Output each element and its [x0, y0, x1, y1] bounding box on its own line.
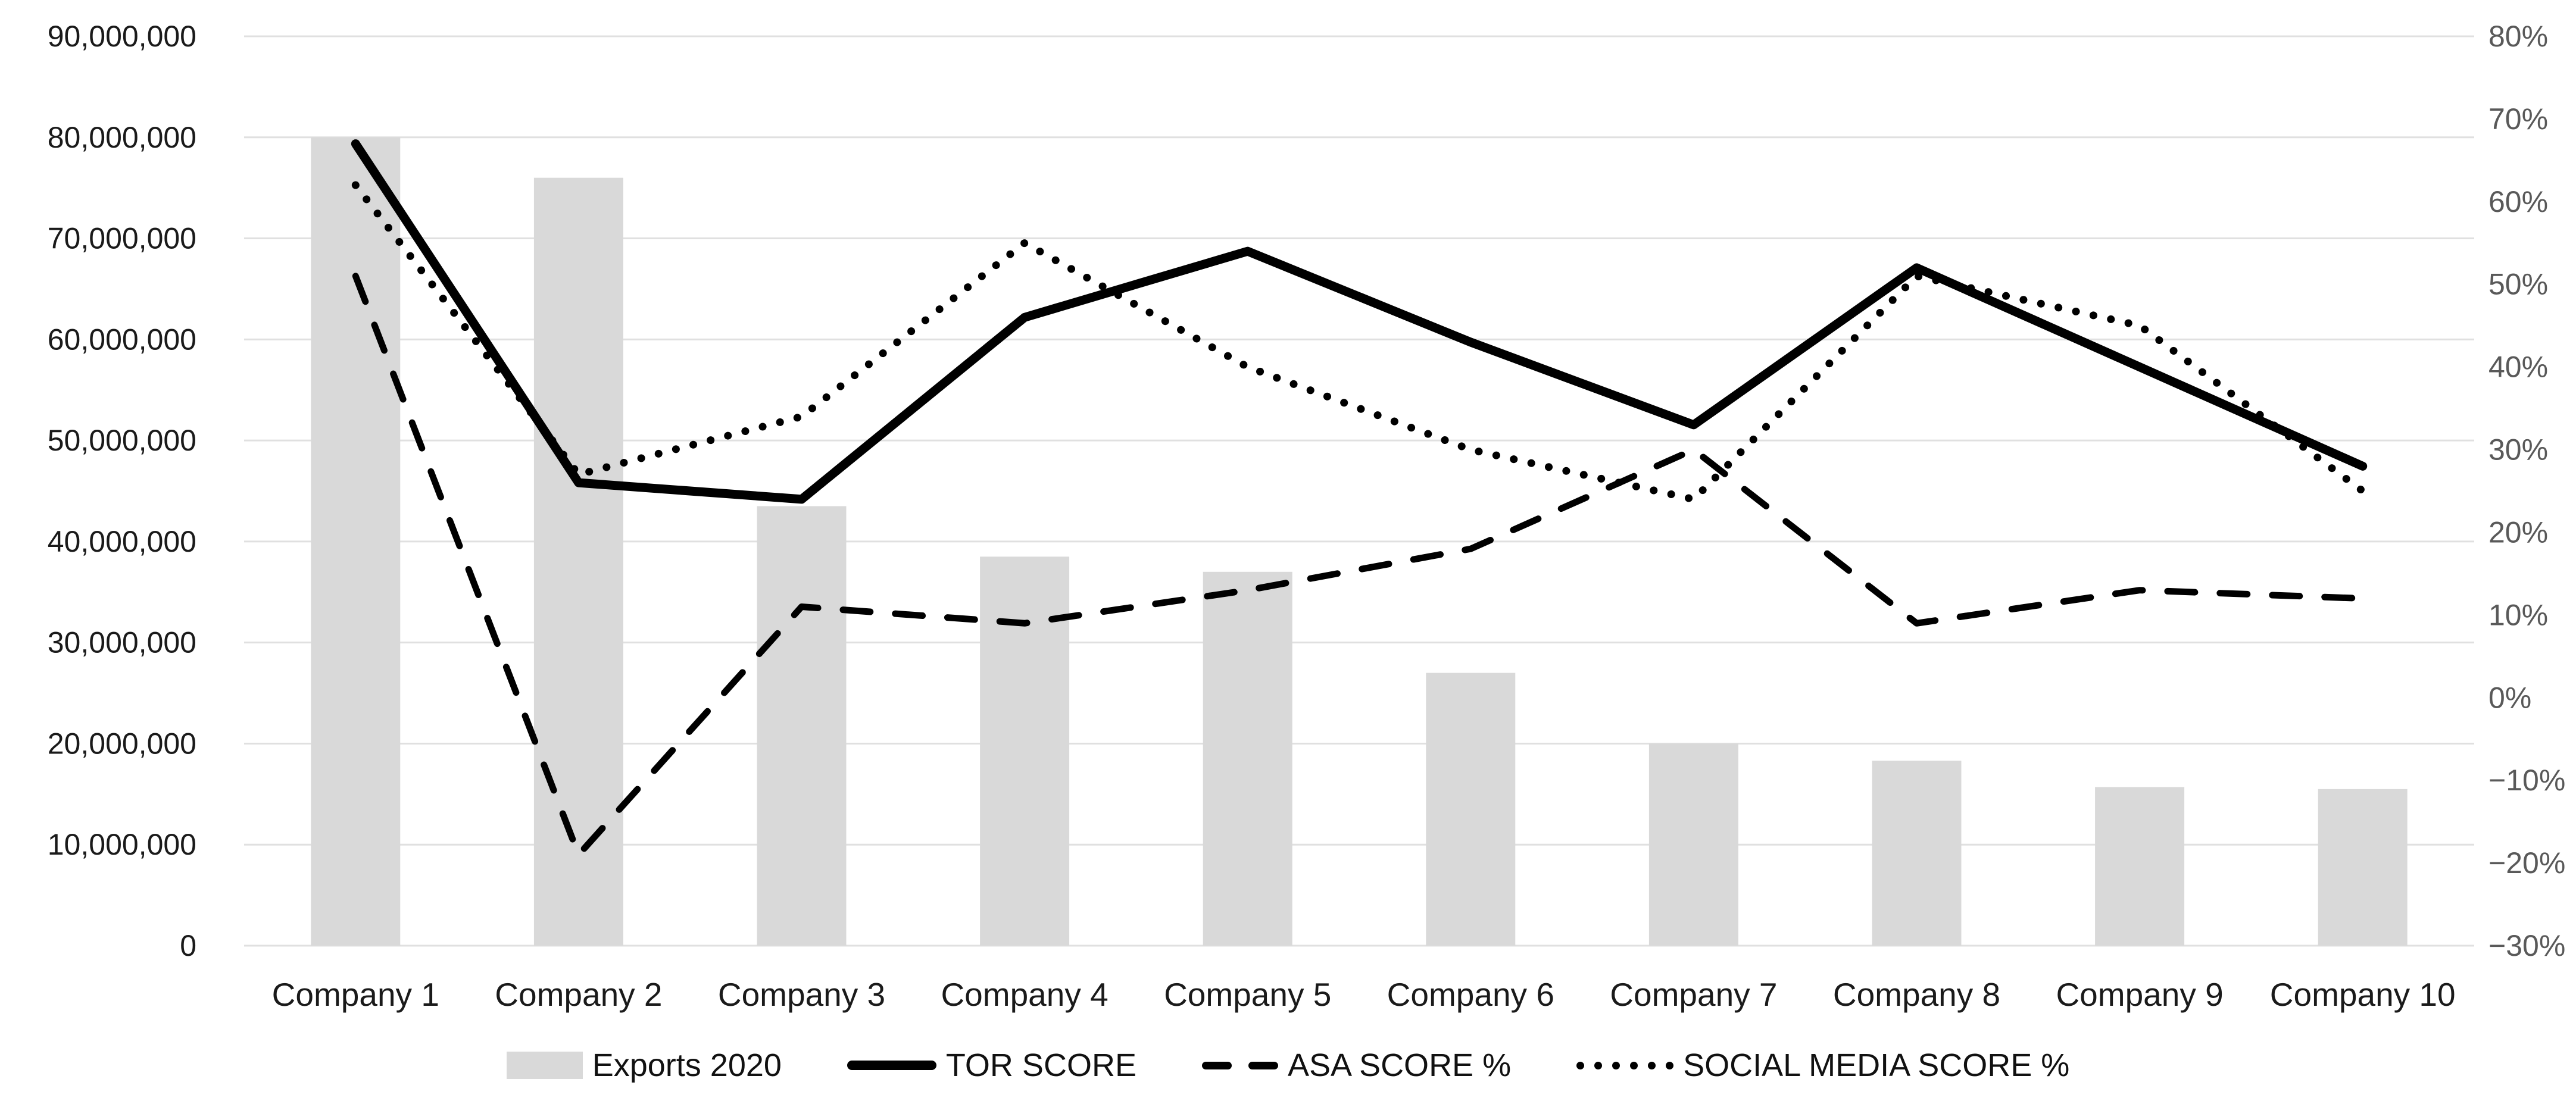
x-axis-category-label: Company 5 [1164, 976, 1331, 1013]
x-axis-category-label: Company 8 [1833, 976, 2000, 1013]
x-axis-category-label: Company 4 [941, 976, 1108, 1013]
legend-label-social-media-score: SOCIAL MEDIA SCORE % [1683, 1047, 2070, 1083]
legend-item-exports-2020: Exports 2020 [506, 1047, 782, 1084]
legend: Exports 2020 TOR SCORE ASA SCORE % SOCIA… [0, 1040, 2576, 1090]
legend-label-tor-score: TOR SCORE [945, 1047, 1136, 1083]
x-axis-category-label: Company 7 [1610, 976, 1777, 1013]
left-axis-tick-label: 40,000,000 [48, 525, 196, 558]
x-axis-category-label: Company 9 [2056, 976, 2223, 1013]
right-axis-tick-label: 40% [2488, 351, 2548, 384]
bar-exports-2020 [757, 506, 847, 946]
line-dashed [352, 273, 2366, 858]
right-axis-tick-label: 10% [2488, 598, 2548, 631]
right-axis-tick-label: 20% [2488, 515, 2548, 549]
right-axis-tick-label: −30% [2488, 929, 2565, 962]
bar-exports-2020 [1872, 761, 1962, 946]
bar-exports-2020 [311, 137, 401, 946]
x-axis-category-label: Company 10 [2270, 976, 2456, 1013]
x-axis-category-label: Company 1 [272, 976, 439, 1013]
right-axis-tick-label: 50% [2488, 268, 2548, 301]
right-axis-tick-label: −20% [2488, 846, 2565, 880]
left-axis-tick-label: 60,000,000 [48, 323, 196, 356]
x-axis-category-label: Company 3 [718, 976, 885, 1013]
line-solid [351, 139, 2368, 504]
bar-exports-2020 [1203, 571, 1292, 946]
right-axis-tick-label: 0% [2488, 681, 2531, 714]
dashed-line-swatch-icon [1201, 1061, 1278, 1069]
bar-exports-2020 [2095, 787, 2185, 946]
left-axis-tick-label: 30,000,000 [48, 626, 196, 659]
dotted-line-swatch-icon [1576, 1061, 1674, 1069]
left-axis-tick-label: 90,000,000 [48, 20, 196, 53]
legend-item-asa-score: ASA SCORE % [1201, 1047, 1512, 1084]
bar-exports-2020 [533, 177, 623, 946]
left-axis-tick-label: 20,000,000 [48, 727, 196, 760]
legend-label-asa-score: ASA SCORE % [1287, 1047, 1512, 1083]
left-axis-tick-label: 0 [180, 929, 196, 962]
left-axis-tick-label: 80,000,000 [48, 121, 196, 154]
line-dotted [351, 181, 2367, 503]
right-axis-tick-label: −10% [2488, 764, 2565, 797]
x-axis-category-label: Company 6 [1387, 976, 1554, 1013]
left-axis-tick-label: 70,000,000 [48, 222, 196, 255]
legend-item-tor-score: TOR SCORE [847, 1047, 1136, 1084]
legend-item-social-media-score: SOCIAL MEDIA SCORE % [1576, 1047, 2069, 1084]
right-axis-tick-label: 30% [2488, 433, 2548, 467]
solid-line-swatch-icon [847, 1061, 936, 1070]
right-axis-tick-label: 60% [2488, 185, 2548, 218]
right-axis-tick-label: 80% [2488, 20, 2548, 53]
bar-exports-2020 [2318, 789, 2408, 946]
left-axis-tick-label: 50,000,000 [48, 424, 196, 457]
right-axis-tick-label: 70% [2488, 102, 2548, 136]
left-axis-tick-label: 10,000,000 [48, 828, 196, 861]
bar-swatch-icon [506, 1052, 583, 1079]
x-axis-category-label: Company 2 [495, 976, 662, 1013]
bar-exports-2020 [1426, 673, 1516, 946]
legend-label-exports-2020: Exports 2020 [592, 1047, 782, 1083]
bar-exports-2020 [1648, 743, 1738, 946]
bar-exports-2020 [980, 556, 1070, 946]
